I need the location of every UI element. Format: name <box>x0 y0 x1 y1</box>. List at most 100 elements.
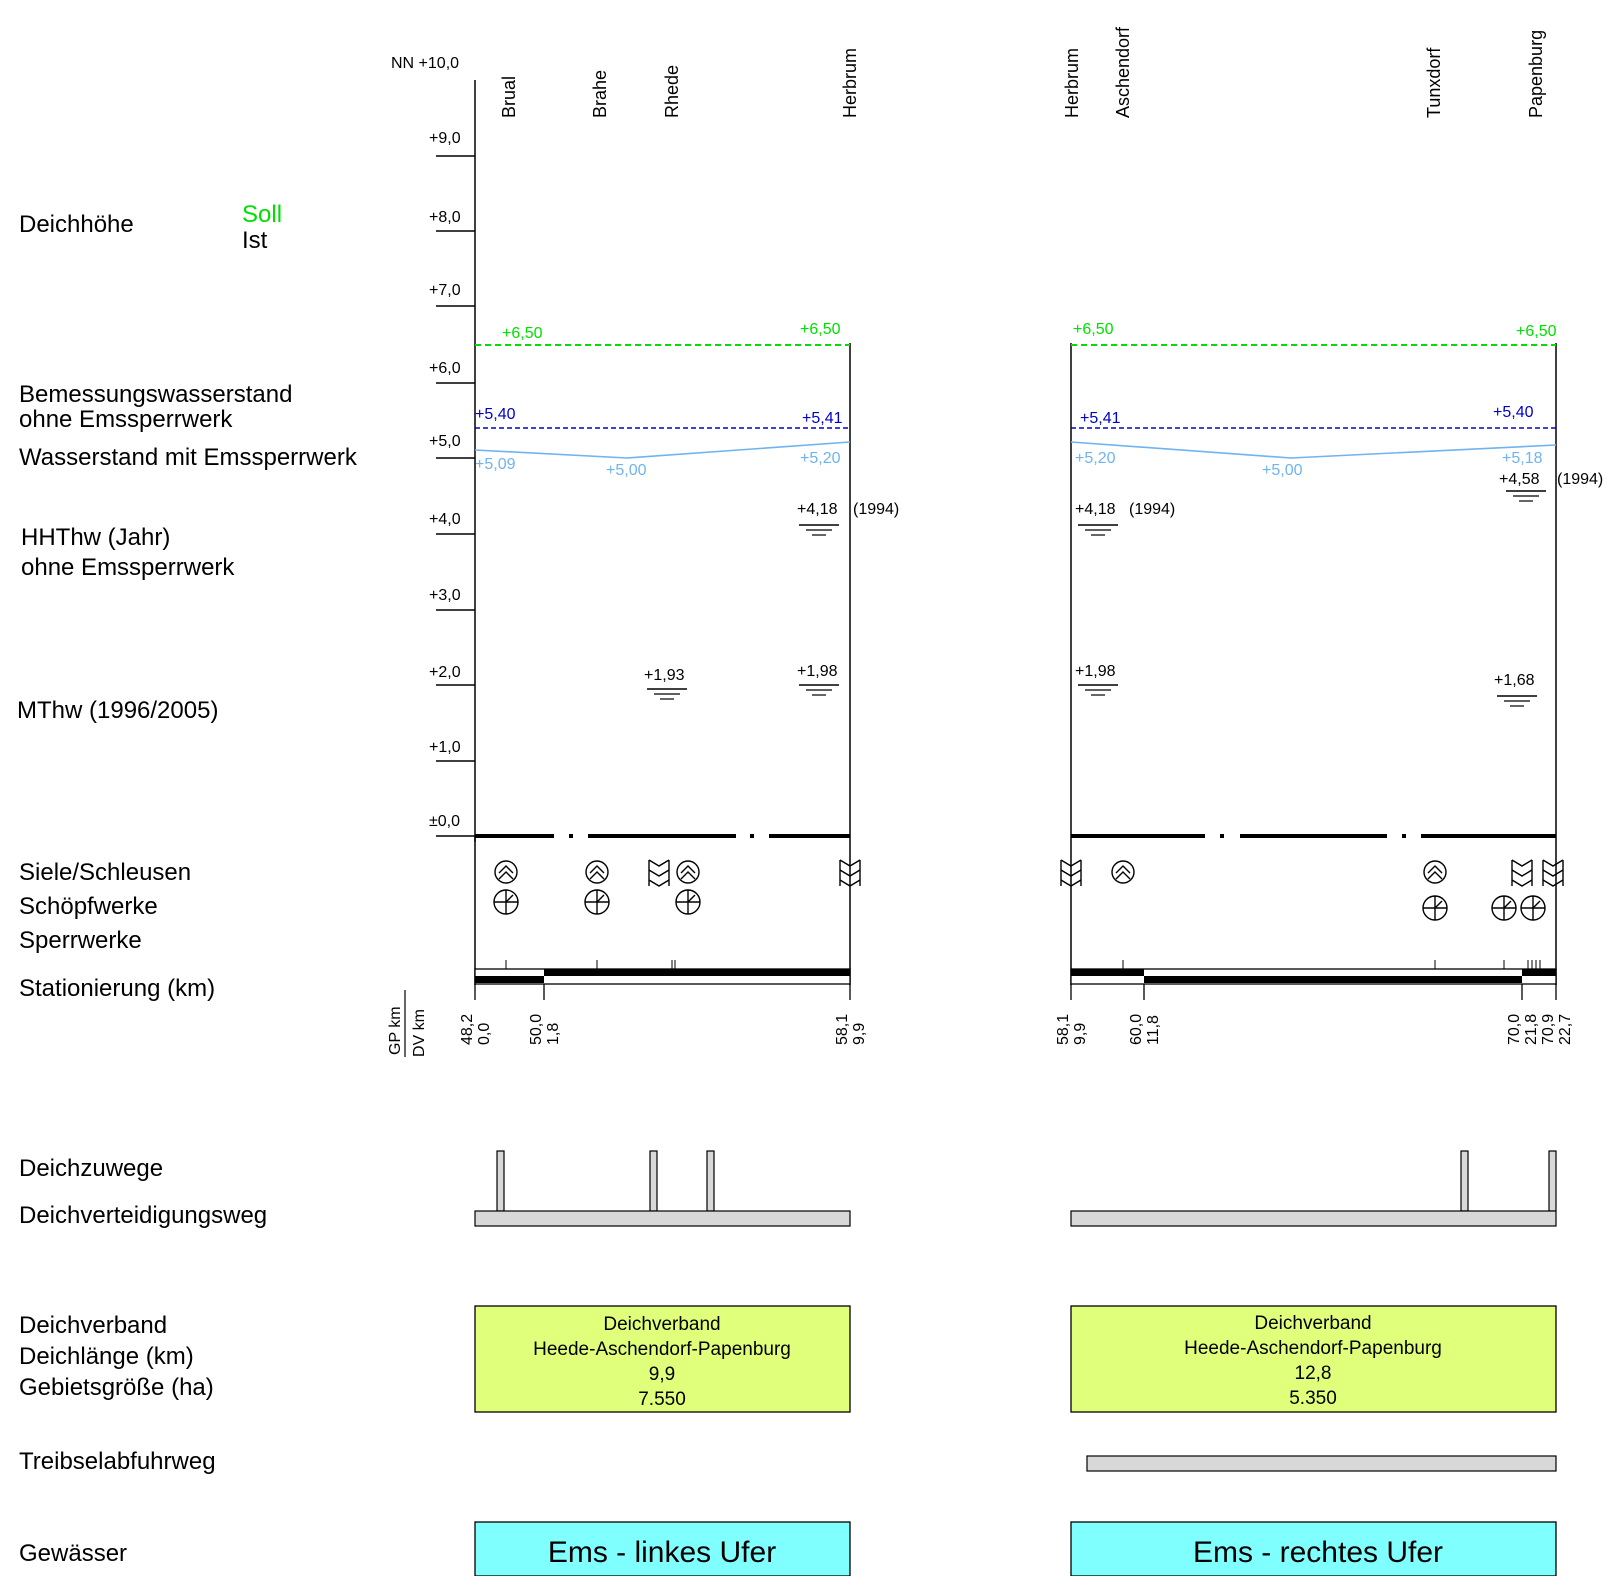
schoepfwerk-icon <box>1422 895 1448 921</box>
axis-tick-3: +3,0 <box>429 587 461 604</box>
label-bemessung-1: Bemessungswasserstand <box>19 381 292 408</box>
deichzuweg-bar <box>649 1150 658 1212</box>
label-bemessung-2: ohne Emssperrwerk <box>19 406 233 433</box>
bemessung-value-left-end: +5,41 <box>802 410 843 427</box>
verband-title-left: Deichverband <box>603 1314 720 1335</box>
axis-tick-7: +7,0 <box>429 282 461 299</box>
hhthw-value-right-2: +4,58 <box>1499 471 1540 488</box>
wasserstand-value-right-1: +5,20 <box>1075 450 1116 467</box>
place-brual: Brual <box>499 76 519 118</box>
axis-tick-5: +5,0 <box>429 433 461 450</box>
km-gp-left-3: 58,1 <box>834 1014 851 1045</box>
axis-tick-9: +9,0 <box>429 130 461 147</box>
km-gp-right-3: 70,0 <box>1506 1014 1523 1045</box>
dv-km-label: DV km <box>411 1009 428 1057</box>
deichzuweg-bar <box>1460 1150 1469 1212</box>
axis-tick-6: +6,0 <box>429 360 461 377</box>
deichverteidigungsweg-bar-right <box>1070 1210 1557 1227</box>
water-level-symbol <box>798 684 840 696</box>
mthw-value-herbrum-right: +1,98 <box>1075 663 1116 680</box>
gewaesser-left: Ems - linkes Ufer <box>548 1536 776 1569</box>
schoepfwerk-icon <box>584 889 610 915</box>
km-dv-right-1: 9,9 <box>1072 1023 1089 1045</box>
verband-title-right: Deichverband <box>1254 1313 1371 1334</box>
wasserstand-value-left-2: +5,00 <box>606 462 647 479</box>
deichverband-box-left <box>474 1305 851 1413</box>
axis-tick-1: +1,0 <box>429 739 461 756</box>
hhthw-year-right-1: (1994) <box>1129 501 1175 518</box>
siel-icon <box>1423 860 1447 884</box>
axis-top-label: NN +10,0 <box>391 55 459 72</box>
verband-length-right: 12,8 <box>1295 1363 1332 1384</box>
label-deichverband: Deichverband <box>19 1312 167 1339</box>
wasserstand-value-right-3: +5,18 <box>1502 450 1543 467</box>
verband-area-right: 5.350 <box>1289 1388 1337 1409</box>
sperrwerk-icon <box>1511 859 1533 887</box>
hhthw-value-right-1: +4,18 <box>1075 501 1116 518</box>
verband-name-left: Heede-Aschendorf-Papenburg <box>533 1339 791 1360</box>
schoepfwerk-icon <box>675 889 701 915</box>
place-papenburg: Papenburg <box>1526 30 1546 118</box>
water-level-symbol <box>1077 524 1119 536</box>
wasserstand-value-left-1: +5,09 <box>475 456 516 473</box>
place-aschendorf: Aschendorf <box>1113 26 1133 118</box>
label-wasserstand: Wasserstand mit Emssperrwerk <box>19 444 358 471</box>
water-level-symbol <box>1496 695 1538 707</box>
deichverband-box-right <box>1070 1305 1557 1413</box>
hhthw-year-left: (1994) <box>853 501 899 518</box>
wasserstand-value-right-2: +5,00 <box>1262 462 1303 479</box>
place-brahe: Brahe <box>590 70 610 118</box>
km-dv-right-2: 11,8 <box>1145 1015 1162 1045</box>
verband-length-left: 9,9 <box>649 1364 675 1385</box>
label-gewaesser: Gewässer <box>19 1540 127 1567</box>
label-hhthw-2: ohne Emssperrwerk <box>21 554 235 581</box>
water-level-symbol <box>646 688 688 700</box>
verband-name-right: Heede-Aschendorf-Papenburg <box>1184 1338 1442 1359</box>
km-gp-right-1: 58,1 <box>1055 1014 1072 1045</box>
deichzuweg-bar <box>706 1150 715 1212</box>
hhthw-value-left: +4,18 <box>797 501 838 518</box>
mthw-value-herbrum-left: +1,98 <box>797 663 838 680</box>
siel-icon <box>676 860 700 884</box>
deichzuweg-bar <box>496 1150 505 1212</box>
wasserstand-value-left-3: +5,20 <box>800 450 841 467</box>
km-dv-left-2: 1,8 <box>545 1023 562 1045</box>
label-mthw: MThw (1996/2005) <box>17 697 218 724</box>
km-gp-left-2: 50,0 <box>528 1014 545 1045</box>
verband-area-left: 7.550 <box>638 1389 686 1410</box>
place-herbrum-right: Herbrum <box>1062 48 1082 118</box>
mthw-value-rhede: +1,93 <box>644 667 685 684</box>
label-siele: Siele/Schleusen <box>19 859 191 886</box>
height-axis: NN +10,0 +9,0 +8,0 +7,0 +6,0 +5,0 +4,0 +… <box>391 55 476 842</box>
label-treibselabfuhrweg: Treibselabfuhrweg <box>19 1448 216 1475</box>
label-schoepfwerke: Schöpfwerke <box>19 893 158 920</box>
place-herbrum-left: Herbrum <box>840 48 860 118</box>
gewaesser-box-left <box>474 1521 851 1576</box>
siel-icon <box>1111 860 1135 884</box>
km-gp-right-4: 70,9 <box>1540 1014 1557 1045</box>
water-level-symbol <box>1077 684 1119 696</box>
bemessung-value-left-start: +5,40 <box>475 406 516 423</box>
wasserstand-line-left <box>474 441 851 459</box>
soll-value-left-end: +6,50 <box>800 321 841 338</box>
label-soll: Soll <box>242 201 282 228</box>
label-hhthw-1: HHThw (Jahr) <box>21 524 170 551</box>
axis-tick-8: +8,0 <box>429 209 461 226</box>
gp-km-label: GP km <box>387 1006 404 1055</box>
label-deichlaenge: Deichlänge (km) <box>19 1343 194 1370</box>
deichzuweg-bar <box>1548 1150 1557 1212</box>
soll-value-right-start: +6,50 <box>1073 321 1114 338</box>
label-sperrwerke: Sperrwerke <box>19 927 142 954</box>
left-bank-panel: Brual Brahe Rhede Herbrum +6,50 +6,50 +5… <box>459 48 899 1576</box>
siel-icon <box>494 860 518 884</box>
km-dv-left-3: 9,9 <box>851 1023 868 1045</box>
km-dv-right-3: 21,8 <box>1523 1014 1540 1045</box>
schoepfwerk-icon <box>1491 895 1517 921</box>
sperrwerk-icon <box>648 859 670 887</box>
km-legend: GP km DV km <box>387 990 428 1057</box>
place-rhede: Rhede <box>662 65 682 118</box>
label-deichhoehe: Deichhöhe <box>19 211 134 238</box>
axis-tick-2: +2,0 <box>429 664 461 681</box>
treibselabfuhrweg-bar <box>1086 1455 1557 1472</box>
bemessung-value-right-start: +5,41 <box>1080 410 1121 427</box>
